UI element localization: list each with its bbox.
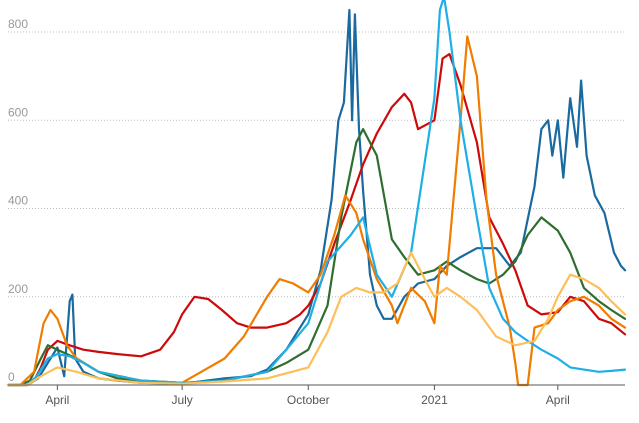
x-tick-label-2: July <box>171 393 192 407</box>
x-tick-label-4: 2021 <box>421 393 448 407</box>
y-tick-label-600: 600 <box>8 105 28 119</box>
x-axis: April July October 2021 April <box>8 384 625 407</box>
y-tick-label-200: 200 <box>8 282 28 296</box>
y-tick-label-800: 800 <box>8 17 28 31</box>
x-tick-label-3: October <box>287 393 330 407</box>
y-tick-label-0: 0 <box>8 370 15 384</box>
gridlines: 0 200 400 600 800 <box>8 17 625 384</box>
y-tick-label-400: 400 <box>8 194 28 208</box>
series-line-6 <box>6 251 627 387</box>
series-line-2 <box>6 53 627 387</box>
series-lines <box>6 0 627 387</box>
series-line-5 <box>6 0 627 387</box>
x-tick-label-1: April <box>45 393 69 407</box>
x-tick-label-5: April <box>546 393 570 407</box>
